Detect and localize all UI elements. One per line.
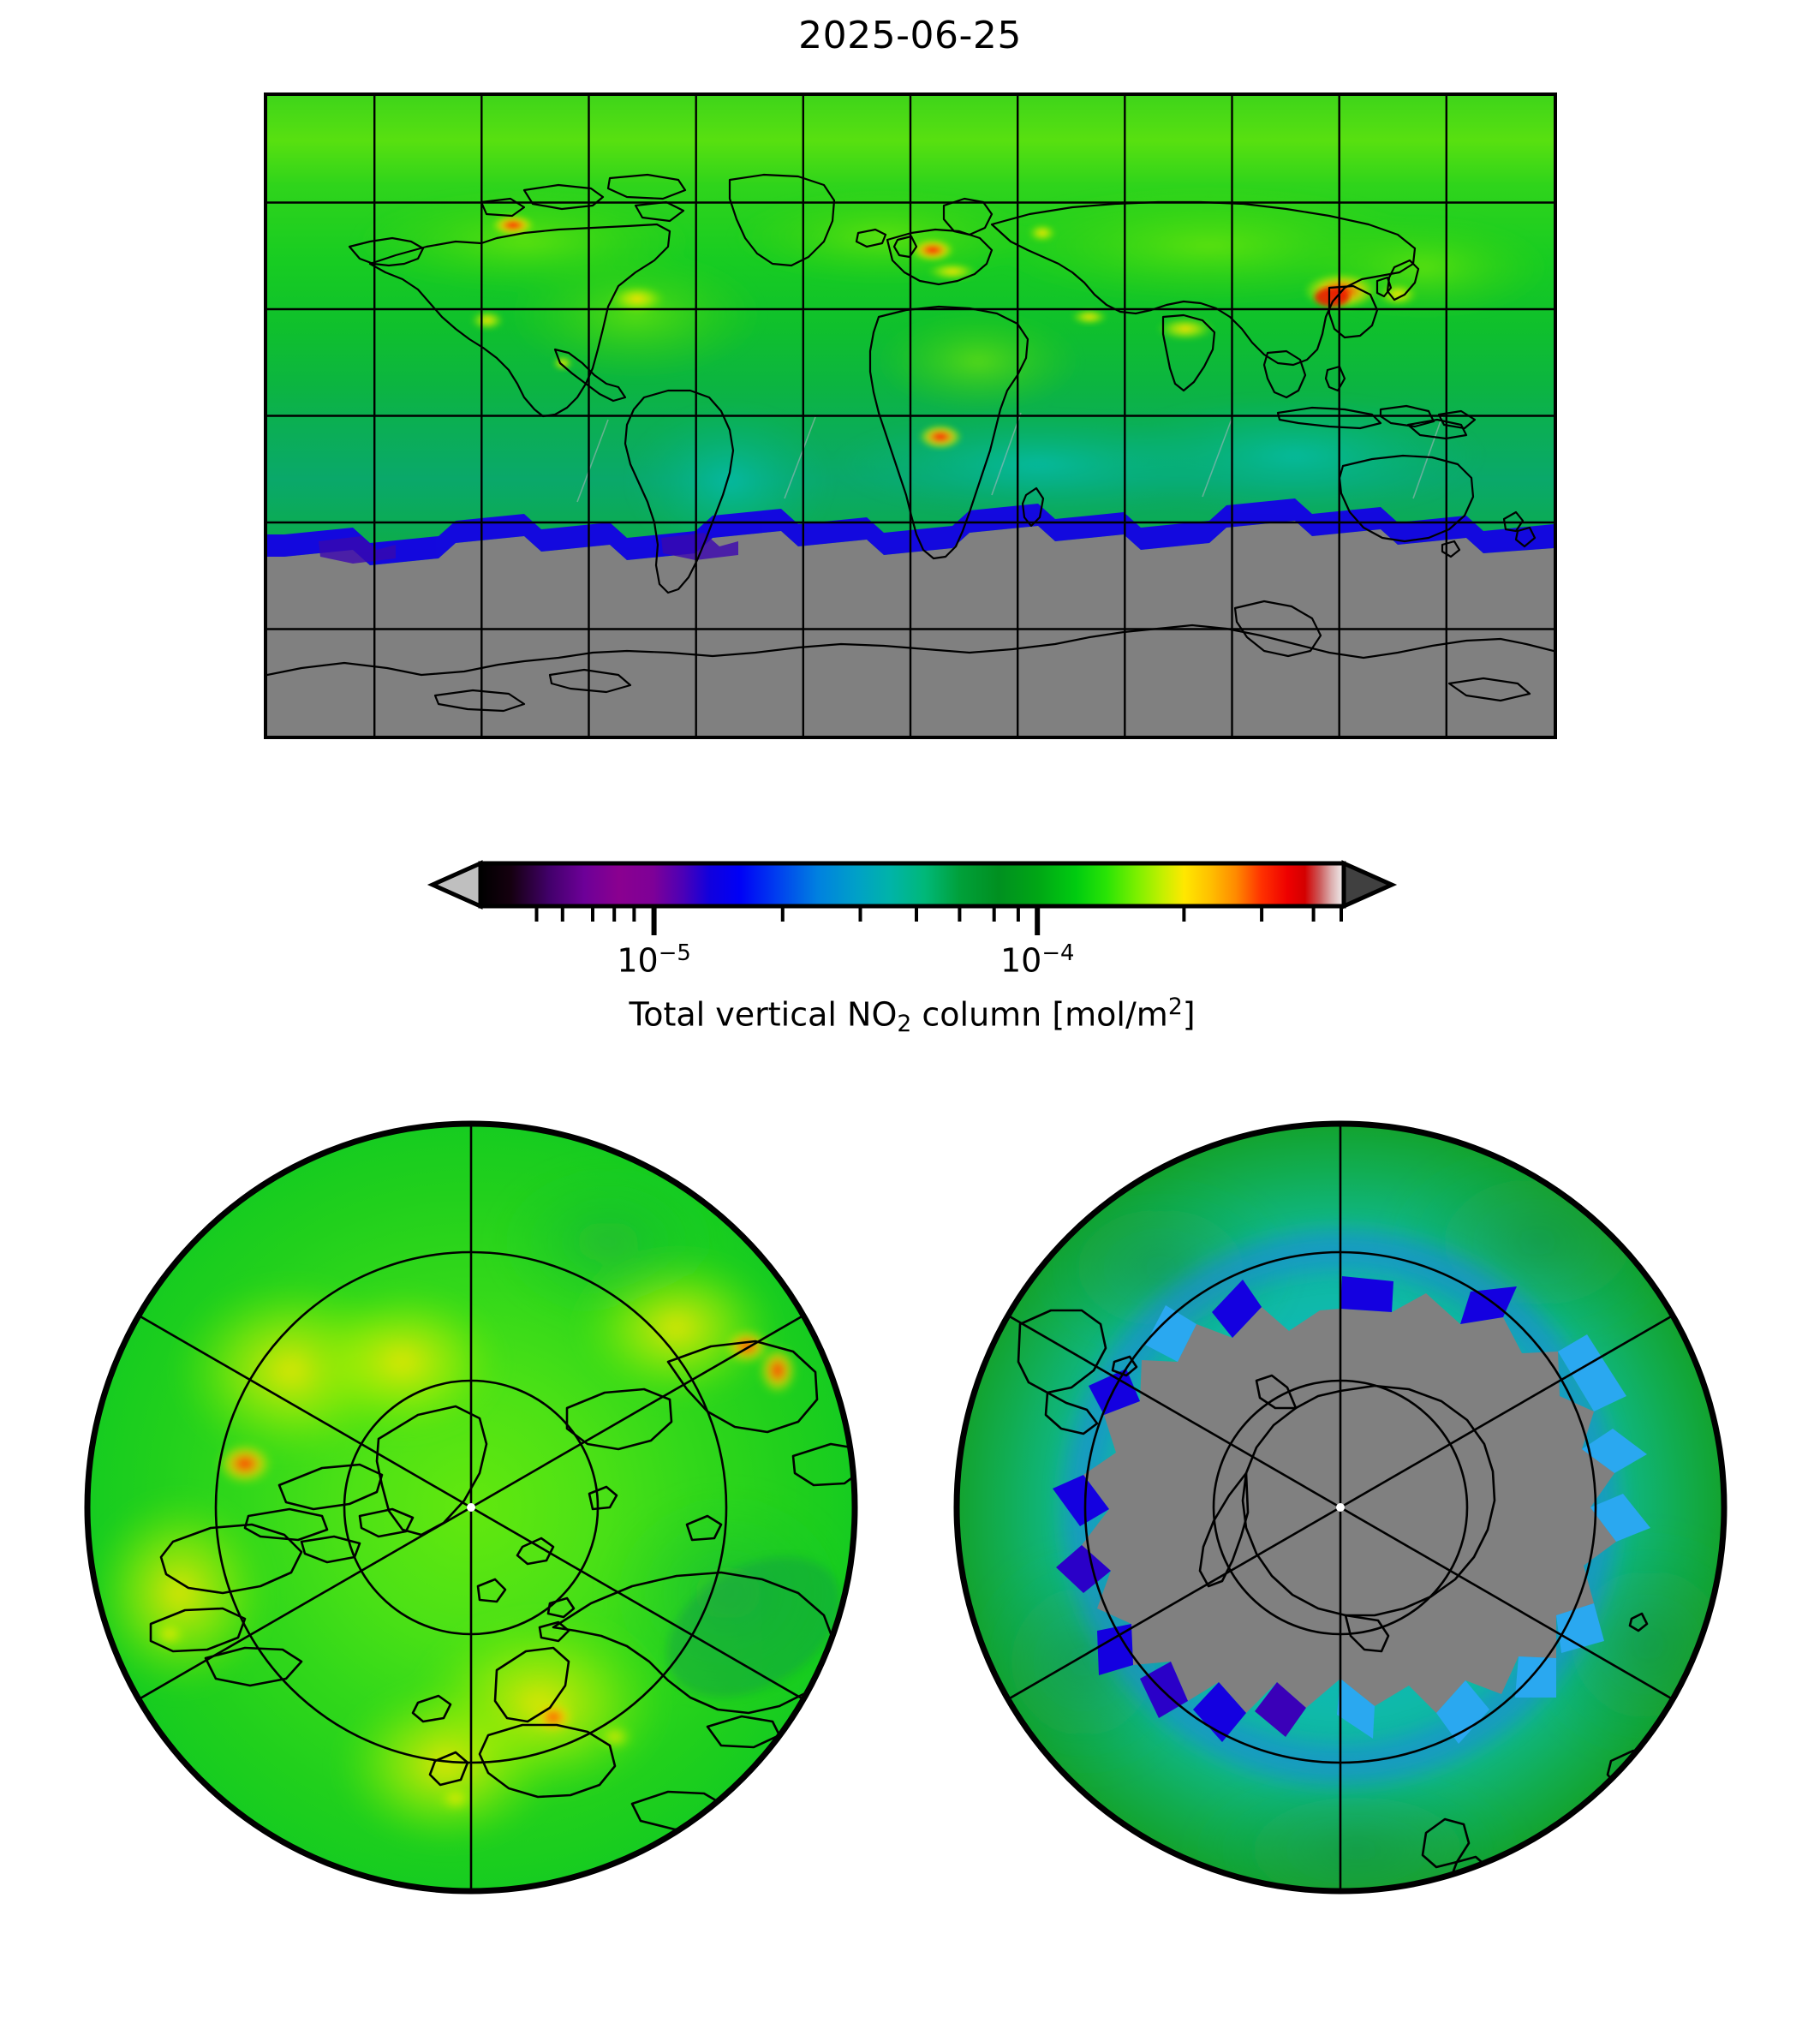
colorbar-axis-label: Total vertical NO2 column [mol/m2] [629, 994, 1196, 1037]
page-title: 2025-06-25 [798, 14, 1022, 57]
south-polar-boundary [953, 1120, 1728, 1895]
coastlines [267, 173, 1554, 713]
colorbar-under-arrow [427, 860, 483, 910]
colorbar-tick-label: 10−5 [617, 940, 691, 980]
colorbar[interactable]: 10−5 10−4 Total vertical NO2 column [mol… [424, 856, 1400, 1037]
colorbar-bar [478, 861, 1346, 909]
colorbar-tick-label: 10−4 [1000, 940, 1075, 980]
south-polar-coastlines [1017, 1309, 1659, 1889]
global-map-graticule [267, 96, 1554, 736]
no2-hotspots [470, 214, 1418, 563]
north-polar-map-image [84, 1120, 858, 1895]
north-polar-boundary [84, 1120, 858, 1895]
colorbar-major-ticks [651, 906, 1041, 935]
colorbar-gradient [427, 860, 1398, 935]
south-polar-low-fringe [1145, 1305, 1650, 1744]
north-polar-map-panel[interactable] [77, 1113, 865, 1901]
south-polar-map-image [953, 1120, 1728, 1895]
colorbar-over-arrow [1341, 860, 1398, 910]
global-map-image [267, 96, 1554, 736]
colorbar-tick-labels: 10−5 10−4 [424, 940, 1400, 988]
global-map-panel[interactable] [264, 92, 1557, 739]
south-polar-low-value-wedges [1053, 1276, 1517, 1742]
no2-field-continental [353, 186, 1552, 558]
colorbar-minor-ticks [534, 906, 1343, 922]
south-polar-map-panel[interactable] [946, 1113, 1734, 1901]
